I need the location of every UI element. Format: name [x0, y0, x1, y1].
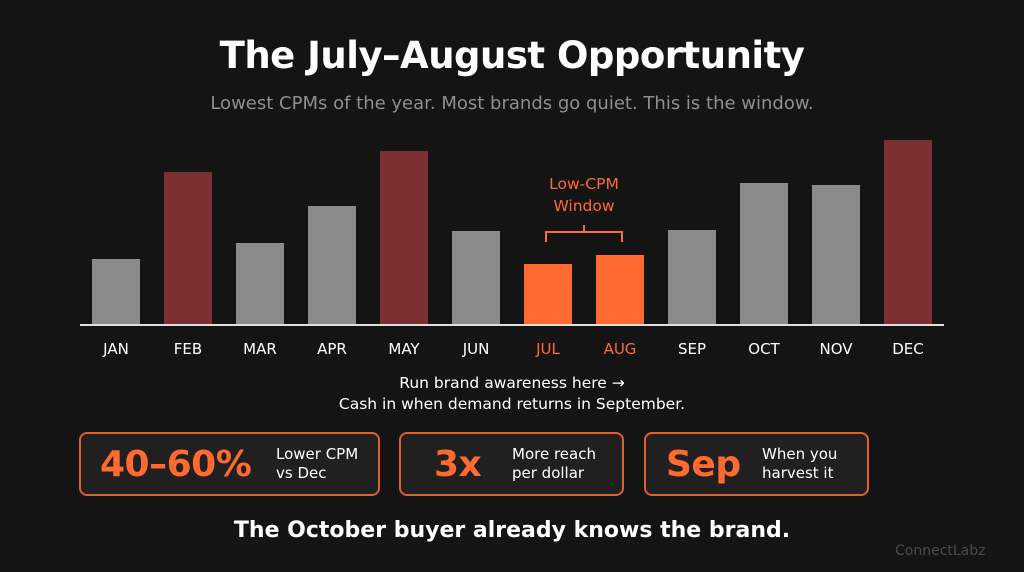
caption-line-1: Run brand awareness here → — [399, 374, 625, 392]
tick-label-may: MAY — [388, 340, 420, 358]
bar-oct — [740, 183, 788, 325]
tick-label-aug: AUG — [604, 340, 637, 358]
stat-line-2: vs Dec — [276, 464, 327, 482]
bar-jan — [92, 259, 140, 325]
tick-label-oct: OCT — [748, 340, 780, 358]
stat-description: When you harvest it — [762, 445, 837, 483]
bar-mar — [236, 243, 284, 325]
bar-jun — [452, 231, 500, 325]
cpm-bar-chart: JAN FEB MAR APR MAY JUN JUL AUG SEP OCT NOV DEC Low-… — [80, 140, 944, 358]
brand-watermark: ConnectLabz — [895, 543, 986, 559]
bar-apr — [308, 206, 356, 325]
annotation-bracket — [545, 225, 623, 242]
stat-card-cpm: 40–60% Lower CPM vs Dec — [79, 432, 380, 496]
page-subtitle: Lowest CPMs of the year. Most brands go … — [210, 93, 814, 114]
tick-label-apr: APR — [317, 340, 347, 358]
tagline: The October buyer already knows the bran… — [233, 518, 791, 543]
bar-jul — [524, 264, 572, 325]
bar-sep — [668, 230, 716, 325]
caption-line-2: Cash in when demand returns in September… — [338, 395, 686, 413]
tick-label-dec: DEC — [892, 340, 924, 358]
bar-aug — [596, 255, 644, 325]
stat-value: 40–60% — [100, 443, 252, 485]
tick-label-jun: JUN — [462, 340, 490, 358]
bar-may — [380, 151, 428, 325]
stat-description: More reach per dollar — [512, 445, 596, 483]
stat-line-1: When you — [762, 445, 838, 463]
stat-description: Lower CPM vs Dec — [276, 445, 358, 483]
stat-line-1: Lower CPM — [276, 445, 359, 463]
stat-line-1: More reach — [512, 445, 596, 463]
tick-label-nov: NOV — [819, 340, 853, 358]
chart-caption: Run brand awareness here → Cash in when … — [0, 373, 1024, 415]
stat-value: Sep — [666, 443, 741, 485]
bar-nov — [812, 185, 860, 325]
bar-dec — [884, 140, 932, 325]
tick-label-jan: JAN — [102, 340, 129, 358]
tick-label-mar: MAR — [243, 340, 277, 358]
stat-card-reach: 3x More reach per dollar — [399, 432, 624, 496]
stat-value: 3x — [434, 443, 482, 485]
tick-label-jul: JUL — [535, 340, 560, 358]
page-title: The July–August Opportunity — [219, 34, 805, 77]
stat-line-2: per dollar — [512, 464, 585, 482]
annotation-label-line: Window — [553, 197, 614, 215]
stat-line-2: harvest it — [762, 464, 834, 482]
tick-label-feb: FEB — [174, 340, 202, 358]
tick-label-sep: SEP — [678, 340, 706, 358]
stat-card-harvest: Sep When you harvest it — [644, 432, 869, 496]
bar-feb — [164, 172, 212, 325]
annotation-label-line: Low-CPM — [549, 175, 619, 193]
